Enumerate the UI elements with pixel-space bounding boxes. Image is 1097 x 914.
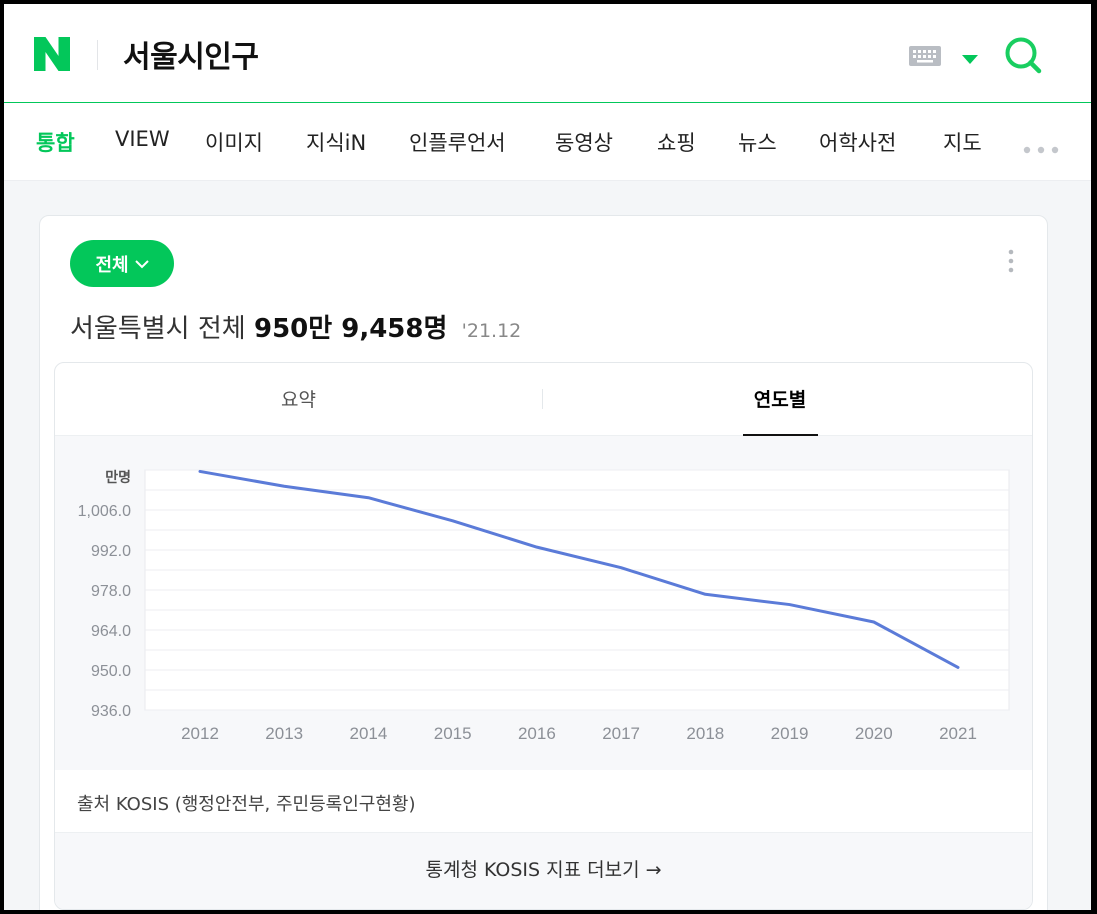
search-header: 서울시인구 <box>4 4 1091 103</box>
x-tick-label: 2013 <box>265 724 303 743</box>
population-card: 전체 서울특별시 전체 950만 9,458명 '21.12 요약 연도별 1,… <box>39 215 1048 910</box>
x-tick-label: 2015 <box>434 724 472 743</box>
population-chart: 1,006.0 992.0 978.0 964.0 950.0 936.0 만명 2012 20… <box>55 436 1032 770</box>
tab-summary[interactable]: 요약 <box>281 389 316 411</box>
stats-panel: 요약 연도별 1,006.0 992.0 978.0 964.0 950.0 936.0 만… <box>54 362 1033 910</box>
y-tick-label: 936.0 <box>91 703 131 720</box>
search-query-text[interactable]: 서울시인구 <box>123 40 259 75</box>
x-tick-label: 2012 <box>181 724 219 743</box>
stats-tab-divider <box>542 389 543 409</box>
kosis-more-link[interactable]: 통계청 KOSIS 지표 더보기 → <box>55 833 1032 909</box>
naver-logo[interactable] <box>34 37 70 71</box>
y-tick-label: 1,006.0 <box>78 503 131 520</box>
tab-dictionary[interactable]: 어학사전 <box>819 131 897 155</box>
tab-influencer[interactable]: 인플루언서 <box>409 131 506 155</box>
y-tick-label: 964.0 <box>91 623 131 640</box>
series-line <box>198 469 960 669</box>
line-chart: 1,006.0 992.0 978.0 964.0 950.0 936.0 만명 2012 20… <box>78 469 1010 743</box>
tab-map[interactable]: 지도 <box>943 131 982 155</box>
y-axis-unit-label: 만명 <box>105 469 131 486</box>
x-tick-label: 2019 <box>771 724 809 743</box>
y-tick-label: 978.0 <box>91 583 131 600</box>
region-filter-label: 전체 <box>95 254 129 276</box>
active-tab-underline <box>743 434 818 436</box>
summary-region: 서울특별시 전체 <box>70 314 246 344</box>
caret-down-icon[interactable] <box>962 50 978 64</box>
stats-tabs: 요약 연도별 <box>55 363 1032 436</box>
kosis-more-text: 통계청 KOSIS 지표 더보기 → <box>425 859 662 881</box>
y-tick-label: 950.0 <box>91 663 131 680</box>
tab-shopping[interactable]: 쇼핑 <box>657 131 696 155</box>
chevron-down-icon <box>134 259 149 268</box>
x-tick-label: 2020 <box>855 724 893 743</box>
region-filter-button[interactable]: 전체 <box>70 240 174 287</box>
summary-date: '21.12 <box>461 320 522 342</box>
x-tick-label: 2021 <box>939 724 977 743</box>
y-tick-label: 992.0 <box>91 543 131 560</box>
tab-knowledge-in[interactable]: 지식iN <box>306 131 367 155</box>
tab-by-year[interactable]: 연도별 <box>753 389 807 411</box>
tab-integrated[interactable]: 통합 <box>36 131 75 155</box>
source-note: 출처 KOSIS (행정안전부, 주민등록인구현황) <box>55 770 1032 833</box>
tab-news[interactable]: 뉴스 <box>738 131 777 155</box>
more-tabs-icon[interactable] <box>1023 139 1059 154</box>
x-tick-label: 2017 <box>602 724 640 743</box>
more-options-icon[interactable] <box>1007 248 1015 274</box>
population-summary: 서울특별시 전체 950만 9,458명 '21.12 <box>70 308 521 345</box>
keyboard-icon[interactable] <box>909 46 941 66</box>
x-tick-label: 2018 <box>686 724 724 743</box>
header-divider <box>97 40 98 70</box>
x-tick-label: 2014 <box>350 724 388 743</box>
x-tick-label: 2016 <box>518 724 556 743</box>
tab-view[interactable]: VIEW <box>115 127 170 151</box>
browser-viewport: 서울시인구 <box>4 4 1091 910</box>
tab-video[interactable]: 동영상 <box>555 131 613 155</box>
tab-images[interactable]: 이미지 <box>205 131 263 155</box>
summary-value: 950만 9,458명 <box>253 314 448 344</box>
search-icon[interactable] <box>1004 36 1044 76</box>
search-tabs: 통합 VIEW 이미지 지식iN 인플루언서 동영상 쇼핑 뉴스 어학사전 지도 <box>4 103 1091 181</box>
source-text: 출처 KOSIS (행정안전부, 주민등록인구현황) <box>77 794 416 815</box>
